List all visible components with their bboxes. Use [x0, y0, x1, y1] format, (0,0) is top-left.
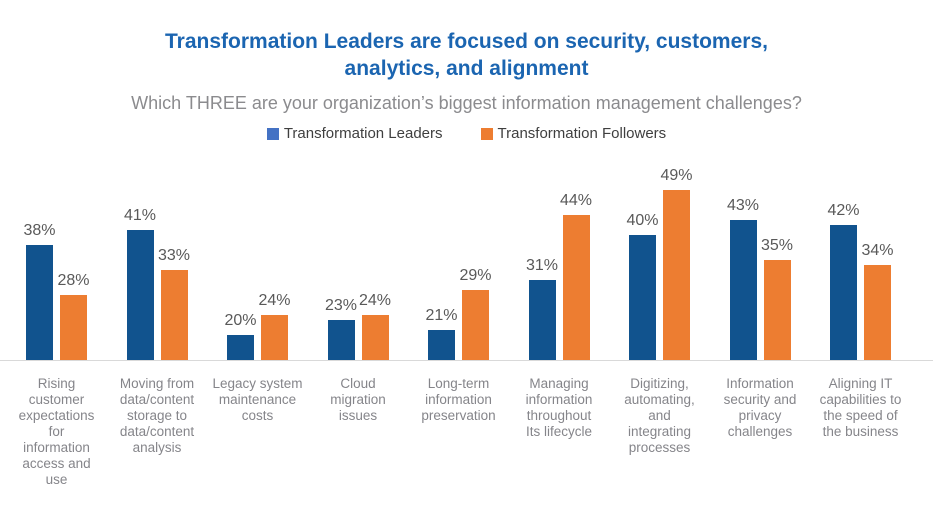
legend-marker-followers-icon — [480, 127, 493, 140]
value-label-leaders: 21% — [425, 307, 458, 324]
value-label-followers: 33% — [157, 247, 191, 264]
bar-followers — [261, 315, 288, 360]
bar-leaders — [528, 280, 556, 360]
value-label-followers: 28% — [57, 272, 90, 289]
value-label-leaders: 42% — [827, 202, 860, 219]
bar-followers — [160, 270, 188, 360]
category-label: Rising customer expectations for informa… — [18, 376, 95, 487]
value-label-leaders: 20% — [224, 312, 257, 329]
category-label: Cloud migration issues — [330, 376, 386, 423]
value-label-followers: 24% — [258, 292, 291, 309]
bar-followers — [864, 265, 891, 360]
chart-subtitle: Which THREE are your organization’s bigg… — [131, 93, 802, 113]
chart-title: Transformation Leaders are focused on se… — [165, 30, 768, 80]
bar-leaders — [126, 230, 154, 360]
value-label-followers: 44% — [559, 192, 593, 209]
legend-item-followers: Transformation Followers — [480, 125, 667, 142]
value-label-followers: 24% — [358, 292, 392, 309]
bar-followers — [361, 315, 389, 360]
value-label-leaders: 41% — [123, 207, 157, 224]
value-label-leaders: 38% — [23, 222, 56, 239]
value-label-leaders: 40% — [626, 212, 659, 229]
value-label-leaders: 43% — [726, 197, 760, 214]
bar-followers — [763, 260, 791, 360]
bar-followers — [562, 215, 590, 360]
value-label-leaders: 31% — [525, 257, 559, 274]
bar-leaders — [629, 235, 656, 360]
bar-followers — [462, 290, 489, 360]
bar-leaders — [327, 320, 355, 360]
legend-marker-leaders-icon — [266, 127, 279, 140]
category-label: Moving from data/content storage to data… — [119, 376, 195, 455]
x-axis-line — [0, 360, 933, 361]
bar-leaders — [26, 245, 53, 360]
value-label-followers: 35% — [760, 237, 794, 254]
legend-item-leaders: Transformation Leaders — [266, 125, 443, 142]
legend-label-leaders: Transformation Leaders — [283, 125, 443, 142]
bar-leaders — [729, 220, 757, 360]
category-label: Information security and privacy challen… — [723, 376, 797, 439]
bar-leaders — [428, 330, 455, 360]
legend-label-followers: Transformation Followers — [497, 125, 667, 142]
bar-followers — [663, 190, 690, 360]
value-label-followers: 29% — [459, 267, 492, 284]
category-label: Long-term information preservation — [421, 376, 496, 423]
bar-leaders — [227, 335, 254, 360]
bar-followers — [60, 295, 87, 360]
category-label: Legacy system maintenance costs — [212, 376, 303, 423]
category-label: Aligning IT capabilities to the speed of… — [819, 376, 902, 439]
category-label: Managing information throughout Its life… — [525, 376, 593, 439]
chart-legend: Transformation Leaders Transformation Fo… — [0, 125, 933, 142]
category-label: Digitizing, automating, and integrating … — [624, 376, 695, 455]
value-label-followers: 49% — [660, 167, 693, 184]
value-label-followers: 34% — [861, 242, 894, 259]
value-label-leaders: 23% — [324, 297, 358, 314]
bar-leaders — [830, 225, 857, 360]
